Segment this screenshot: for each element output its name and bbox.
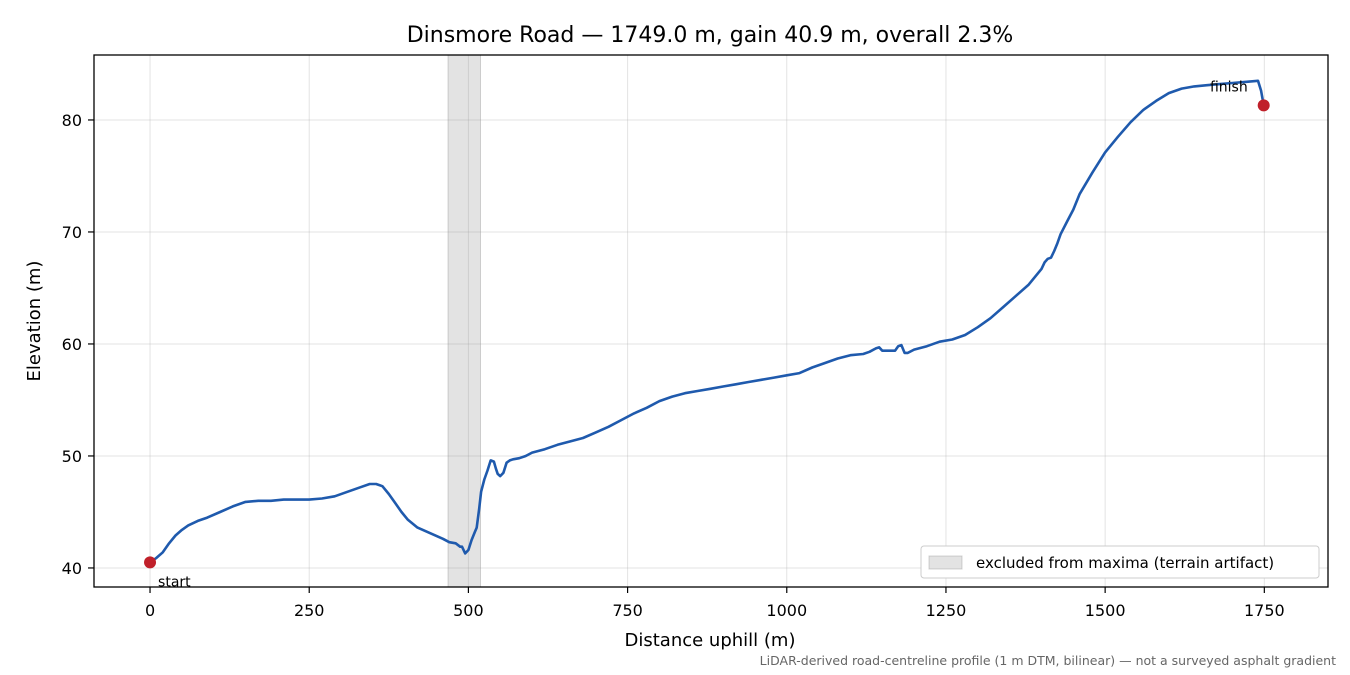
x-tick-label: 0 bbox=[145, 601, 155, 620]
x-tick-label: 1750 bbox=[1244, 601, 1285, 620]
x-tick-label: 1500 bbox=[1085, 601, 1126, 620]
legend-label: excluded from maxima (terrain artifact) bbox=[976, 554, 1274, 572]
excluded-region-shading bbox=[447, 54, 482, 588]
plot-frame bbox=[93, 54, 1329, 588]
y-tick-label: 80 bbox=[62, 111, 82, 130]
annotation-finish: finish bbox=[1210, 79, 1248, 95]
endpoint-marker bbox=[144, 556, 157, 569]
x-tick-label: 1000 bbox=[766, 601, 807, 620]
y-tick-label: 50 bbox=[62, 447, 82, 466]
legend: excluded from maxima (terrain artifact) bbox=[920, 545, 1320, 579]
chart-title: Dinsmore Road — 1749.0 m, gain 40.9 m, o… bbox=[407, 23, 1014, 48]
grid-lines bbox=[94, 55, 1328, 587]
x-tick-label: 1250 bbox=[926, 601, 967, 620]
y-tick-label: 40 bbox=[62, 559, 82, 578]
y-tick-label: 60 bbox=[62, 335, 82, 354]
y-axis-label: Elevation (m) bbox=[24, 261, 45, 382]
x-tick-label: 250 bbox=[294, 601, 325, 620]
footnote: LiDAR-derived road-centreline profile (1… bbox=[760, 653, 1336, 668]
x-tick-label: 500 bbox=[453, 601, 484, 620]
x-tick-label: 750 bbox=[612, 601, 643, 620]
y-axis-ticks: 40 50 60 70 80 bbox=[62, 111, 94, 578]
x-axis-ticks: 0 250 500 750 1000 1250 1500 1750 bbox=[145, 587, 1285, 620]
endpoint-markers bbox=[144, 99, 1270, 569]
endpoint-marker bbox=[1257, 99, 1270, 112]
legend-box bbox=[920, 545, 1320, 579]
y-tick-label: 70 bbox=[62, 223, 82, 242]
annotations: start finish bbox=[158, 79, 1248, 590]
elevation-line bbox=[149, 79, 1265, 564]
x-axis-label: Distance uphill (m) bbox=[625, 630, 796, 651]
legend-swatch bbox=[928, 555, 963, 570]
annotation-start: start bbox=[158, 574, 191, 590]
